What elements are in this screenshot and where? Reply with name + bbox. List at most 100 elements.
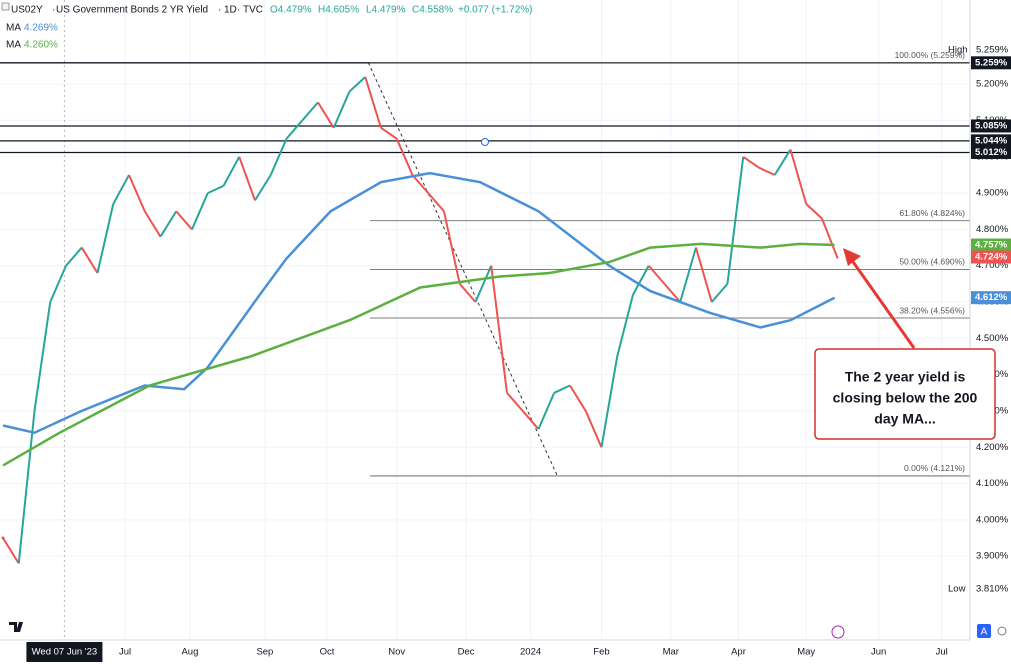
crosshair-date-bg (26, 642, 103, 662)
price-label: 5.044% (975, 135, 1008, 146)
price-segment (742, 156, 760, 169)
auto-scale-button[interactable] (977, 624, 991, 638)
price-segment (569, 384, 587, 412)
x-tick-label: Wed 07 Jun '23 (32, 647, 98, 658)
annotation-box (814, 348, 996, 440)
price-segment (474, 265, 493, 303)
extreme-label: High (948, 45, 968, 56)
price-segment (317, 101, 335, 129)
price-segment (159, 210, 178, 238)
fib-label: 100.00% (5.259%) (895, 50, 966, 60)
price-segment (773, 149, 792, 176)
x-tick-label: Apr (731, 647, 746, 658)
price-segment (663, 283, 681, 303)
source: TVC (243, 5, 263, 16)
price-segment (647, 265, 666, 285)
annotation-line: The 2 year yield is (845, 369, 966, 385)
price-segment (490, 265, 508, 393)
ma-legend-value: 4.269% (24, 23, 58, 34)
price-segment (521, 410, 540, 430)
price-label: 4.724% (975, 252, 1008, 263)
price-segment (632, 265, 650, 296)
trend-line (367, 62, 558, 477)
x-tick-label: Feb (593, 647, 609, 658)
price-label: 4.612% (975, 292, 1008, 303)
ma-legend-name: MA (6, 23, 21, 34)
arrow-head (843, 248, 861, 266)
price-segment (191, 192, 209, 230)
plot-area: 100.00% (5.259%) 61.80% (4.824%) 50.00% (4… (0, 0, 970, 640)
price-segment (254, 174, 272, 201)
sep: · (52, 5, 55, 16)
price-segment (348, 76, 366, 93)
events-icon[interactable] (831, 625, 845, 639)
x-tick-label: 2024 (520, 647, 541, 658)
price-segment (442, 211, 461, 285)
price-label-bg (971, 145, 1011, 159)
annotation-line: closing below the 200 (833, 390, 978, 406)
sep: · (237, 5, 240, 16)
annotation: The 2 year yield is closing below the 20… (814, 248, 996, 440)
y-tick-label: 4.500% (976, 333, 1009, 344)
drawing-handle (481, 138, 489, 146)
price-segment (679, 247, 697, 303)
instrument-title: US Government Bonds 2 YR Yield (56, 5, 208, 16)
price-segment (49, 265, 67, 303)
price-segment (458, 283, 477, 303)
y-tick-label: 4.100% (976, 478, 1009, 489)
price-label: 5.085% (975, 120, 1008, 131)
price-segment (726, 156, 745, 285)
moving-average (2, 171, 836, 435)
price-segment (506, 392, 524, 412)
price-label: 5.012% (975, 147, 1008, 158)
ma-legend-name: MA (6, 40, 21, 51)
legend: US02Y US Government Bonds 2 YR Yield 1D … (1, 2, 533, 51)
y-tick-label: 5.200% (976, 79, 1009, 90)
price-segment (600, 356, 619, 448)
x-tick-label: May (797, 647, 815, 658)
settings-icon[interactable] (997, 626, 1007, 636)
price-segment (238, 156, 256, 201)
price-segment (96, 203, 115, 274)
price-segment (805, 203, 823, 220)
price-segment (821, 218, 839, 259)
price-segment (128, 174, 146, 212)
ma-legend-value: 4.260% (24, 40, 58, 51)
moving-average (2, 242, 835, 467)
price-segment (537, 392, 556, 430)
price-segment (364, 76, 382, 129)
price-segment (285, 119, 303, 140)
price-label-bg (971, 291, 1011, 305)
price-segment (112, 174, 130, 205)
ohlc-close: C4.558% (412, 5, 453, 16)
ohlc-high: H4.605% (318, 5, 359, 16)
price-segment (789, 149, 808, 205)
price-segment (143, 210, 162, 238)
price-segment (616, 294, 634, 357)
fib-label: 50.00% (4.690%) (899, 257, 965, 267)
price-segment (380, 126, 398, 140)
symbol: US02Y (11, 5, 43, 16)
price-label-bg (971, 56, 1011, 70)
x-tick-label: Sep (256, 647, 273, 658)
price-label: 4.757% (975, 240, 1008, 251)
price-segment (695, 247, 713, 303)
y-tick-label: 3.900% (976, 551, 1009, 562)
price-label-bg (971, 238, 1011, 252)
price-label-bg (971, 134, 1011, 148)
price-segment (65, 246, 83, 267)
price-label: 5.259% (975, 57, 1008, 68)
collapse-icon[interactable] (1, 2, 10, 11)
price-segment (33, 301, 52, 412)
fib-label: 38.20% (4.556%) (899, 305, 965, 315)
price-segment (758, 166, 776, 176)
x-tick-label: Dec (458, 647, 475, 658)
price-segment (2, 537, 20, 564)
x-tick-label: Jul (936, 647, 948, 658)
arrow-shaft (849, 258, 916, 349)
fib-label: 0.00% (4.121%) (904, 463, 965, 473)
x-tick-label: Oct (320, 647, 335, 658)
price-segment (17, 410, 36, 564)
interval: 1D (224, 5, 237, 16)
